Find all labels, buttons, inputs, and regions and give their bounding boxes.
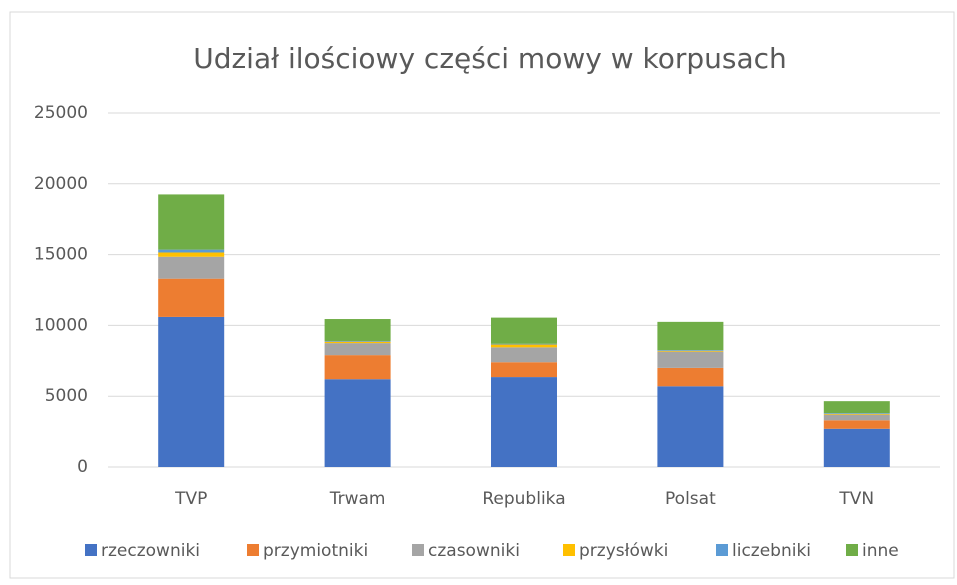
bar-segment <box>158 278 225 317</box>
bar-segment <box>491 362 557 378</box>
bar-segment <box>158 256 225 279</box>
bar-segment <box>324 355 391 380</box>
bar-segment <box>823 413 890 415</box>
bar-segment <box>324 341 391 344</box>
x-tick-label: Republika <box>482 489 565 509</box>
bar-segment <box>324 343 391 356</box>
bar-segment <box>491 377 557 467</box>
bar-segment <box>491 317 557 344</box>
bar-segment <box>158 194 225 250</box>
y-tick-label: 0 <box>77 457 88 477</box>
legend-label: inne <box>862 541 899 561</box>
bar-segment <box>324 319 391 341</box>
legend-swatch <box>716 544 728 556</box>
legend-swatch <box>563 544 575 556</box>
x-tick-label: Trwam <box>329 489 386 509</box>
bar-segment <box>158 249 225 253</box>
x-tick-label: Polsat <box>665 489 716 509</box>
y-tick-label: 5000 <box>45 386 88 406</box>
legend-label: przysłówki <box>579 541 668 561</box>
bar-segment <box>823 401 890 414</box>
bar-segment <box>491 343 557 345</box>
bar-segment <box>657 386 724 467</box>
bar-segment <box>657 351 724 368</box>
legend-swatch <box>412 544 424 556</box>
bar-segment <box>657 350 724 351</box>
bar-segment <box>491 344 557 348</box>
x-tick-label: TVN <box>838 489 874 509</box>
bar-segment <box>657 367 724 387</box>
bar-segment <box>158 316 225 467</box>
bar-segment <box>823 428 890 467</box>
legend-label: czasowniki <box>428 541 520 561</box>
x-tick-label: TVP <box>174 489 207 509</box>
legend-label: rzeczowniki <box>101 541 200 561</box>
chart-title: Udział ilościowy części mowy w korpusach <box>193 42 787 75</box>
bar-segment <box>158 252 225 257</box>
bar-segment <box>324 340 391 342</box>
bar-segment <box>491 347 557 363</box>
bar-segment <box>823 414 890 421</box>
bar-segment <box>657 350 724 352</box>
legend-label: liczebniki <box>732 541 811 561</box>
legend-label: przymiotniki <box>263 541 368 561</box>
bar-segment <box>823 420 890 429</box>
legend-swatch <box>85 544 97 556</box>
bar-segment <box>657 321 724 351</box>
y-tick-label: 25000 <box>34 103 88 123</box>
y-tick-label: 20000 <box>34 174 88 194</box>
legend-swatch <box>846 544 858 556</box>
y-tick-label: 10000 <box>34 315 88 335</box>
legend-swatch <box>247 544 259 556</box>
bar-segment <box>324 379 391 467</box>
y-tick-label: 15000 <box>34 245 88 265</box>
bar-segment <box>823 413 890 414</box>
